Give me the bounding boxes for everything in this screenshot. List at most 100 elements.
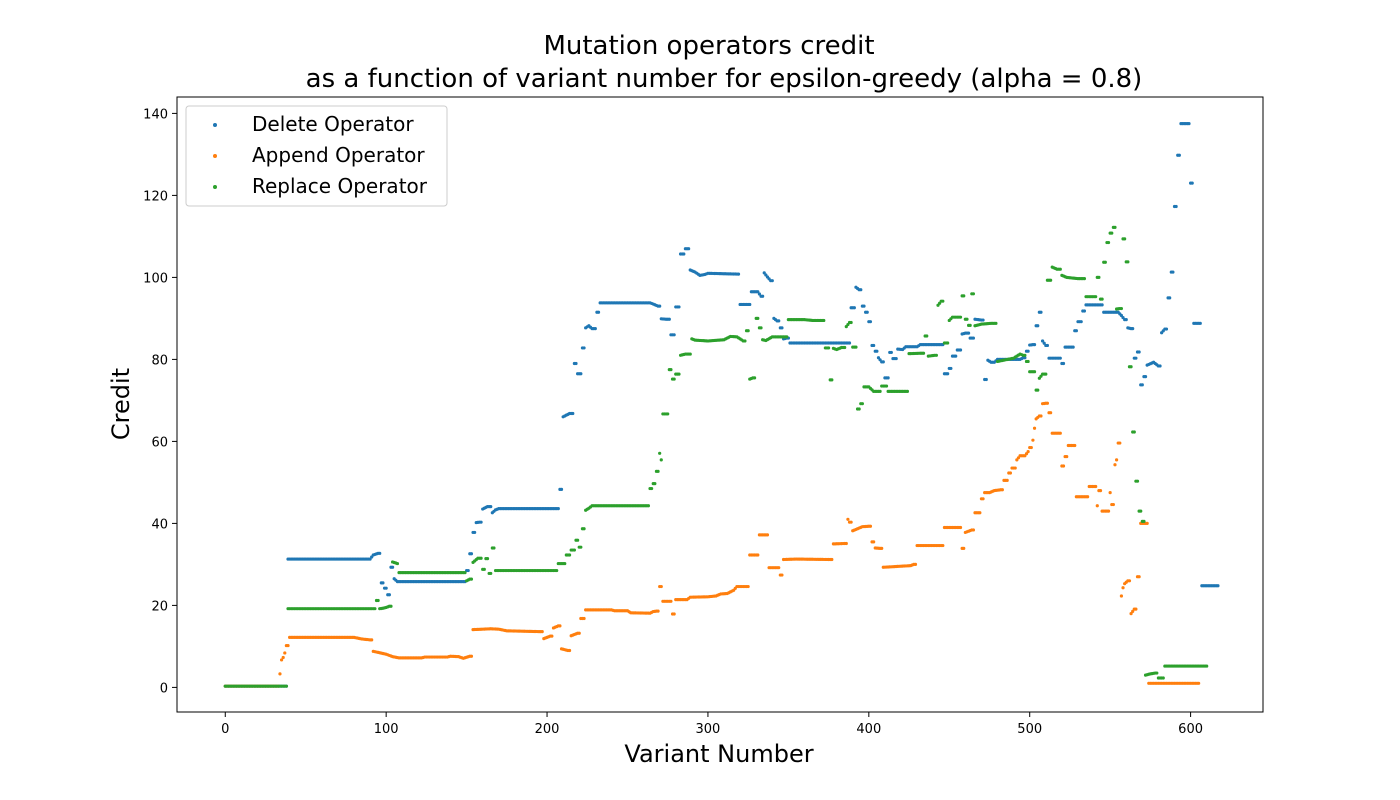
y-axis-label: Credit (107, 368, 135, 440)
data-point (849, 320, 853, 325)
data-point (1187, 122, 1191, 126)
data-point (1049, 411, 1053, 415)
data-point (1032, 343, 1037, 347)
data-point (281, 655, 285, 660)
data-point (1058, 356, 1062, 360)
data-point (550, 634, 554, 638)
data-point (1074, 329, 1078, 333)
data-point (884, 384, 889, 388)
data-point (958, 525, 963, 530)
data-point (1139, 509, 1143, 513)
data-point (843, 345, 847, 350)
y-tick-label: 60 (151, 435, 168, 450)
data-point (1040, 339, 1045, 343)
data-point (1111, 502, 1115, 507)
data-point (286, 643, 290, 648)
data-point (489, 504, 493, 509)
data-point (582, 616, 586, 621)
data-point (1095, 504, 1099, 508)
data-point (971, 336, 976, 340)
data-point (574, 361, 578, 366)
data-point (941, 543, 945, 548)
data-point (1177, 153, 1181, 157)
data-point (384, 586, 388, 590)
data-point (941, 299, 945, 303)
data-point (1114, 458, 1119, 462)
data-point (1131, 609, 1135, 613)
y-axis: 0 20 40 60 80 100 120 140 (143, 107, 177, 696)
data-point (1140, 383, 1144, 387)
data-point (672, 377, 676, 381)
data-point (463, 571, 467, 575)
data-point (582, 527, 586, 531)
data-point (830, 378, 834, 382)
data-point (765, 533, 770, 537)
data-point (656, 469, 660, 473)
data-point (780, 326, 784, 330)
data-point (563, 561, 567, 566)
data-point (860, 402, 864, 406)
data-point (1049, 278, 1053, 282)
data-point (387, 593, 391, 597)
data-point (1023, 356, 1027, 360)
x-axis: 0 100 200 300 400 500 600 (221, 712, 1203, 737)
data-point (865, 310, 869, 314)
legend-box (185, 105, 448, 207)
data-point (886, 376, 890, 380)
data-point (759, 326, 763, 330)
data-point (1044, 372, 1048, 376)
data-point (846, 517, 850, 521)
data-point (1121, 586, 1125, 590)
legend-label: Replace Operator (252, 174, 428, 198)
data-point (659, 458, 663, 462)
data-point (1123, 237, 1127, 241)
data-point (370, 638, 374, 642)
data-point (653, 482, 657, 486)
data-point (556, 507, 560, 511)
data-point (278, 672, 282, 676)
x-tick-label: 200 (535, 722, 560, 737)
data-point (1113, 463, 1117, 467)
data-point (946, 341, 950, 345)
data-point (971, 292, 976, 296)
data-point (576, 538, 580, 542)
data-point (1079, 320, 1083, 324)
data-point (1039, 310, 1043, 314)
data-point (954, 354, 958, 358)
y-tick-label: 120 (143, 189, 168, 204)
data-point (852, 306, 856, 310)
data-point (1073, 443, 1077, 448)
data-point (847, 341, 852, 345)
data-point (1127, 579, 1132, 583)
data-point (746, 329, 750, 333)
data-point (1042, 341, 1046, 345)
data-point (1031, 438, 1035, 442)
y-tick-label: 140 (143, 107, 168, 122)
x-tick-label: 500 (1017, 722, 1042, 737)
data-point (857, 407, 861, 411)
data-point (746, 584, 750, 589)
data-point (905, 389, 910, 393)
data-point (1174, 204, 1178, 209)
data-point (1132, 430, 1136, 434)
y-tick-label: 80 (151, 353, 168, 368)
data-point (925, 334, 929, 338)
data-point (1071, 345, 1075, 349)
data-point (777, 566, 781, 570)
data-point (669, 368, 673, 372)
data-point (1026, 450, 1030, 454)
data-point (658, 304, 662, 308)
data-point (881, 360, 885, 364)
data-point (1061, 361, 1066, 366)
data-point (682, 252, 686, 256)
data-point (1082, 277, 1087, 281)
data-point (469, 552, 474, 556)
data-point (555, 568, 559, 573)
data-points-layer (223, 122, 1220, 688)
data-point (593, 327, 597, 331)
data-point (830, 557, 834, 562)
data-point (666, 412, 670, 416)
chart-subtitle: as a function of variant number for epsi… (306, 64, 1143, 94)
data-point (1106, 509, 1111, 513)
data-point (1135, 479, 1140, 483)
